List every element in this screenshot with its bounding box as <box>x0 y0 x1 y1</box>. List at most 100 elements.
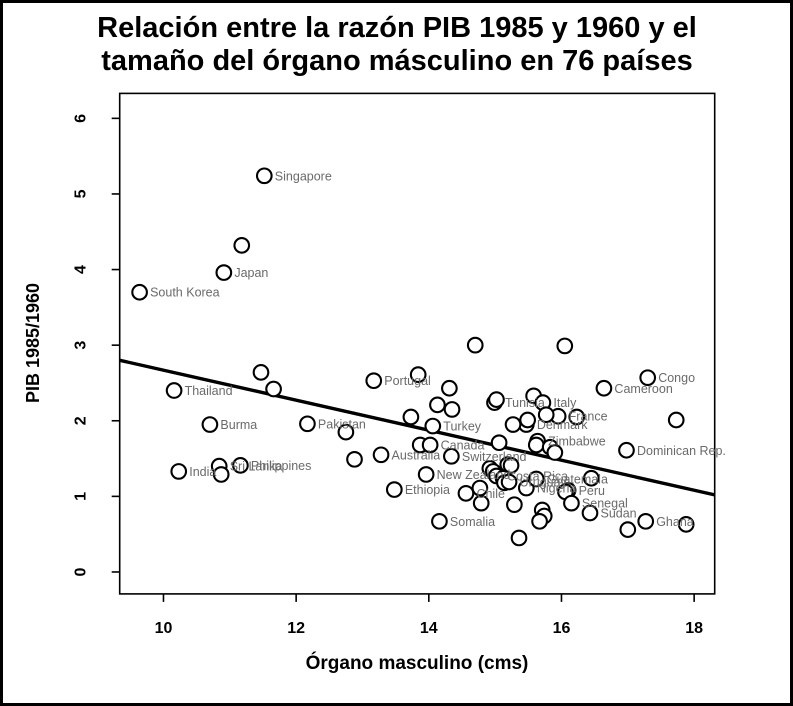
data-point <box>595 379 613 397</box>
data-point <box>531 512 548 530</box>
country-label: Philippines <box>251 459 311 473</box>
data-point <box>429 396 446 414</box>
chart-title-line1: Relación entre la razón PIB 1985 y 1960 … <box>97 12 697 44</box>
data-point <box>677 515 695 533</box>
y-tick-label: 4 <box>73 265 90 274</box>
country-label: South Korea <box>150 286 220 300</box>
plot-box <box>118 92 716 595</box>
data-point <box>582 469 600 487</box>
country-label: Zimbabwe <box>548 435 606 449</box>
data-point <box>568 408 586 426</box>
country-label: Peru <box>579 484 605 498</box>
data-point <box>255 167 273 185</box>
data-point <box>201 416 219 433</box>
country-label: Portugal <box>384 374 431 388</box>
country-label: Denmark <box>537 418 588 432</box>
x-tick-label: 12 <box>287 620 305 637</box>
data-point <box>500 473 518 491</box>
data-point <box>546 444 564 461</box>
country-label: Switzerland <box>462 450 527 464</box>
country-label: Sudan <box>600 507 636 521</box>
country-label: France <box>569 410 608 424</box>
data-point <box>466 336 484 354</box>
regression-line <box>119 358 716 497</box>
country-label: Canada <box>441 438 485 452</box>
country-label: Somalia <box>450 515 495 529</box>
country-label: Turkey <box>443 420 481 434</box>
data-point <box>504 416 522 433</box>
country-label: Sri Lanka <box>230 460 283 474</box>
country-label: Pakistan <box>318 417 366 431</box>
chart-title-line2: tamaño del órgano másculino en 76 países <box>101 45 692 77</box>
data-point <box>385 481 403 498</box>
data-point <box>472 494 490 512</box>
y-axis-label: PIB 1985/1960 <box>23 283 43 403</box>
data-point <box>510 529 528 547</box>
data-point <box>409 366 427 383</box>
country-labels-layer: South Korea Japan Singapore Thailand Burma In… <box>150 169 726 529</box>
country-label: Singapore <box>275 169 332 183</box>
data-point <box>170 463 188 480</box>
data-point <box>441 379 458 397</box>
data-point <box>402 408 420 426</box>
country-label: Uruguay <box>520 476 568 490</box>
data-point <box>299 415 316 433</box>
data-point <box>233 237 251 254</box>
country-label: New Zealand <box>437 468 511 482</box>
country-label: Nigeria <box>537 482 577 496</box>
data-point <box>424 417 442 435</box>
data-point <box>131 283 148 301</box>
data-point <box>346 450 363 468</box>
country-label: Ethiopia <box>405 483 450 497</box>
data-point <box>519 411 536 429</box>
data-point <box>527 436 545 454</box>
data-point <box>581 504 599 522</box>
data-point <box>637 512 655 530</box>
country-label: Guatemala <box>547 472 608 486</box>
country-label: Italy <box>553 396 577 410</box>
data-point <box>527 470 545 488</box>
data-points-layer <box>131 167 695 547</box>
data-point <box>639 369 657 387</box>
y-tick-label: 3 <box>73 341 90 350</box>
data-point <box>502 457 520 474</box>
data-point <box>457 484 475 502</box>
country-label: Senegal <box>582 497 628 511</box>
data-point <box>417 466 435 483</box>
data-point <box>619 521 637 538</box>
data-point <box>365 372 383 390</box>
scatter-plot: Relación entre la razón PIB 1985 y 1960 … <box>23 12 726 674</box>
x-tick-label: 10 <box>155 620 173 637</box>
x-tick-label: 18 <box>685 620 703 637</box>
data-point <box>488 391 505 408</box>
data-point <box>337 423 355 441</box>
data-point <box>563 494 580 512</box>
data-point <box>165 382 183 399</box>
country-label: Chile <box>476 487 505 501</box>
data-point <box>443 401 461 418</box>
country-label: Ghana <box>656 515 694 529</box>
country-label: Burma <box>220 418 257 432</box>
x-axis-label: Órgano masculino (cms) <box>306 652 529 674</box>
country-label: Congo <box>658 371 695 385</box>
y-tick-label: 1 <box>73 492 90 501</box>
data-point <box>212 466 230 483</box>
regression-line-layer <box>119 358 716 497</box>
x-tick-label: 14 <box>420 620 438 637</box>
country-label: Costa Rica <box>507 469 568 483</box>
data-point <box>490 434 508 452</box>
data-point <box>421 436 439 454</box>
x-tick-label: 16 <box>553 620 571 637</box>
data-point <box>506 496 523 514</box>
data-point <box>372 446 390 464</box>
data-point <box>667 411 685 429</box>
data-point <box>556 337 574 355</box>
country-label: Japan <box>234 266 268 280</box>
data-point <box>618 441 635 459</box>
country-label: Tunisia <box>505 396 545 410</box>
country-label: Cameroon <box>614 382 672 396</box>
y-tick-label: 6 <box>73 114 90 123</box>
y-tick-label: 5 <box>73 189 90 198</box>
